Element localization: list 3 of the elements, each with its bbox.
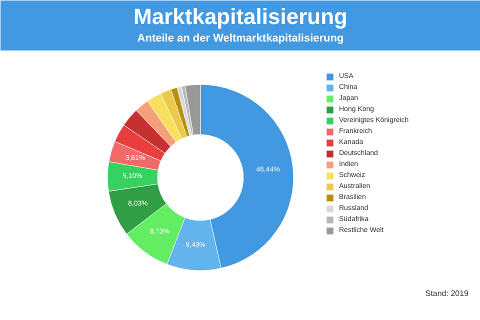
chart-title: Marktkapitalisierung	[134, 4, 348, 29]
chart-subtitle: Anteile an der Weltmarktkapitalisierung	[137, 32, 344, 44]
text: Stand: 2019	[425, 289, 470, 298]
